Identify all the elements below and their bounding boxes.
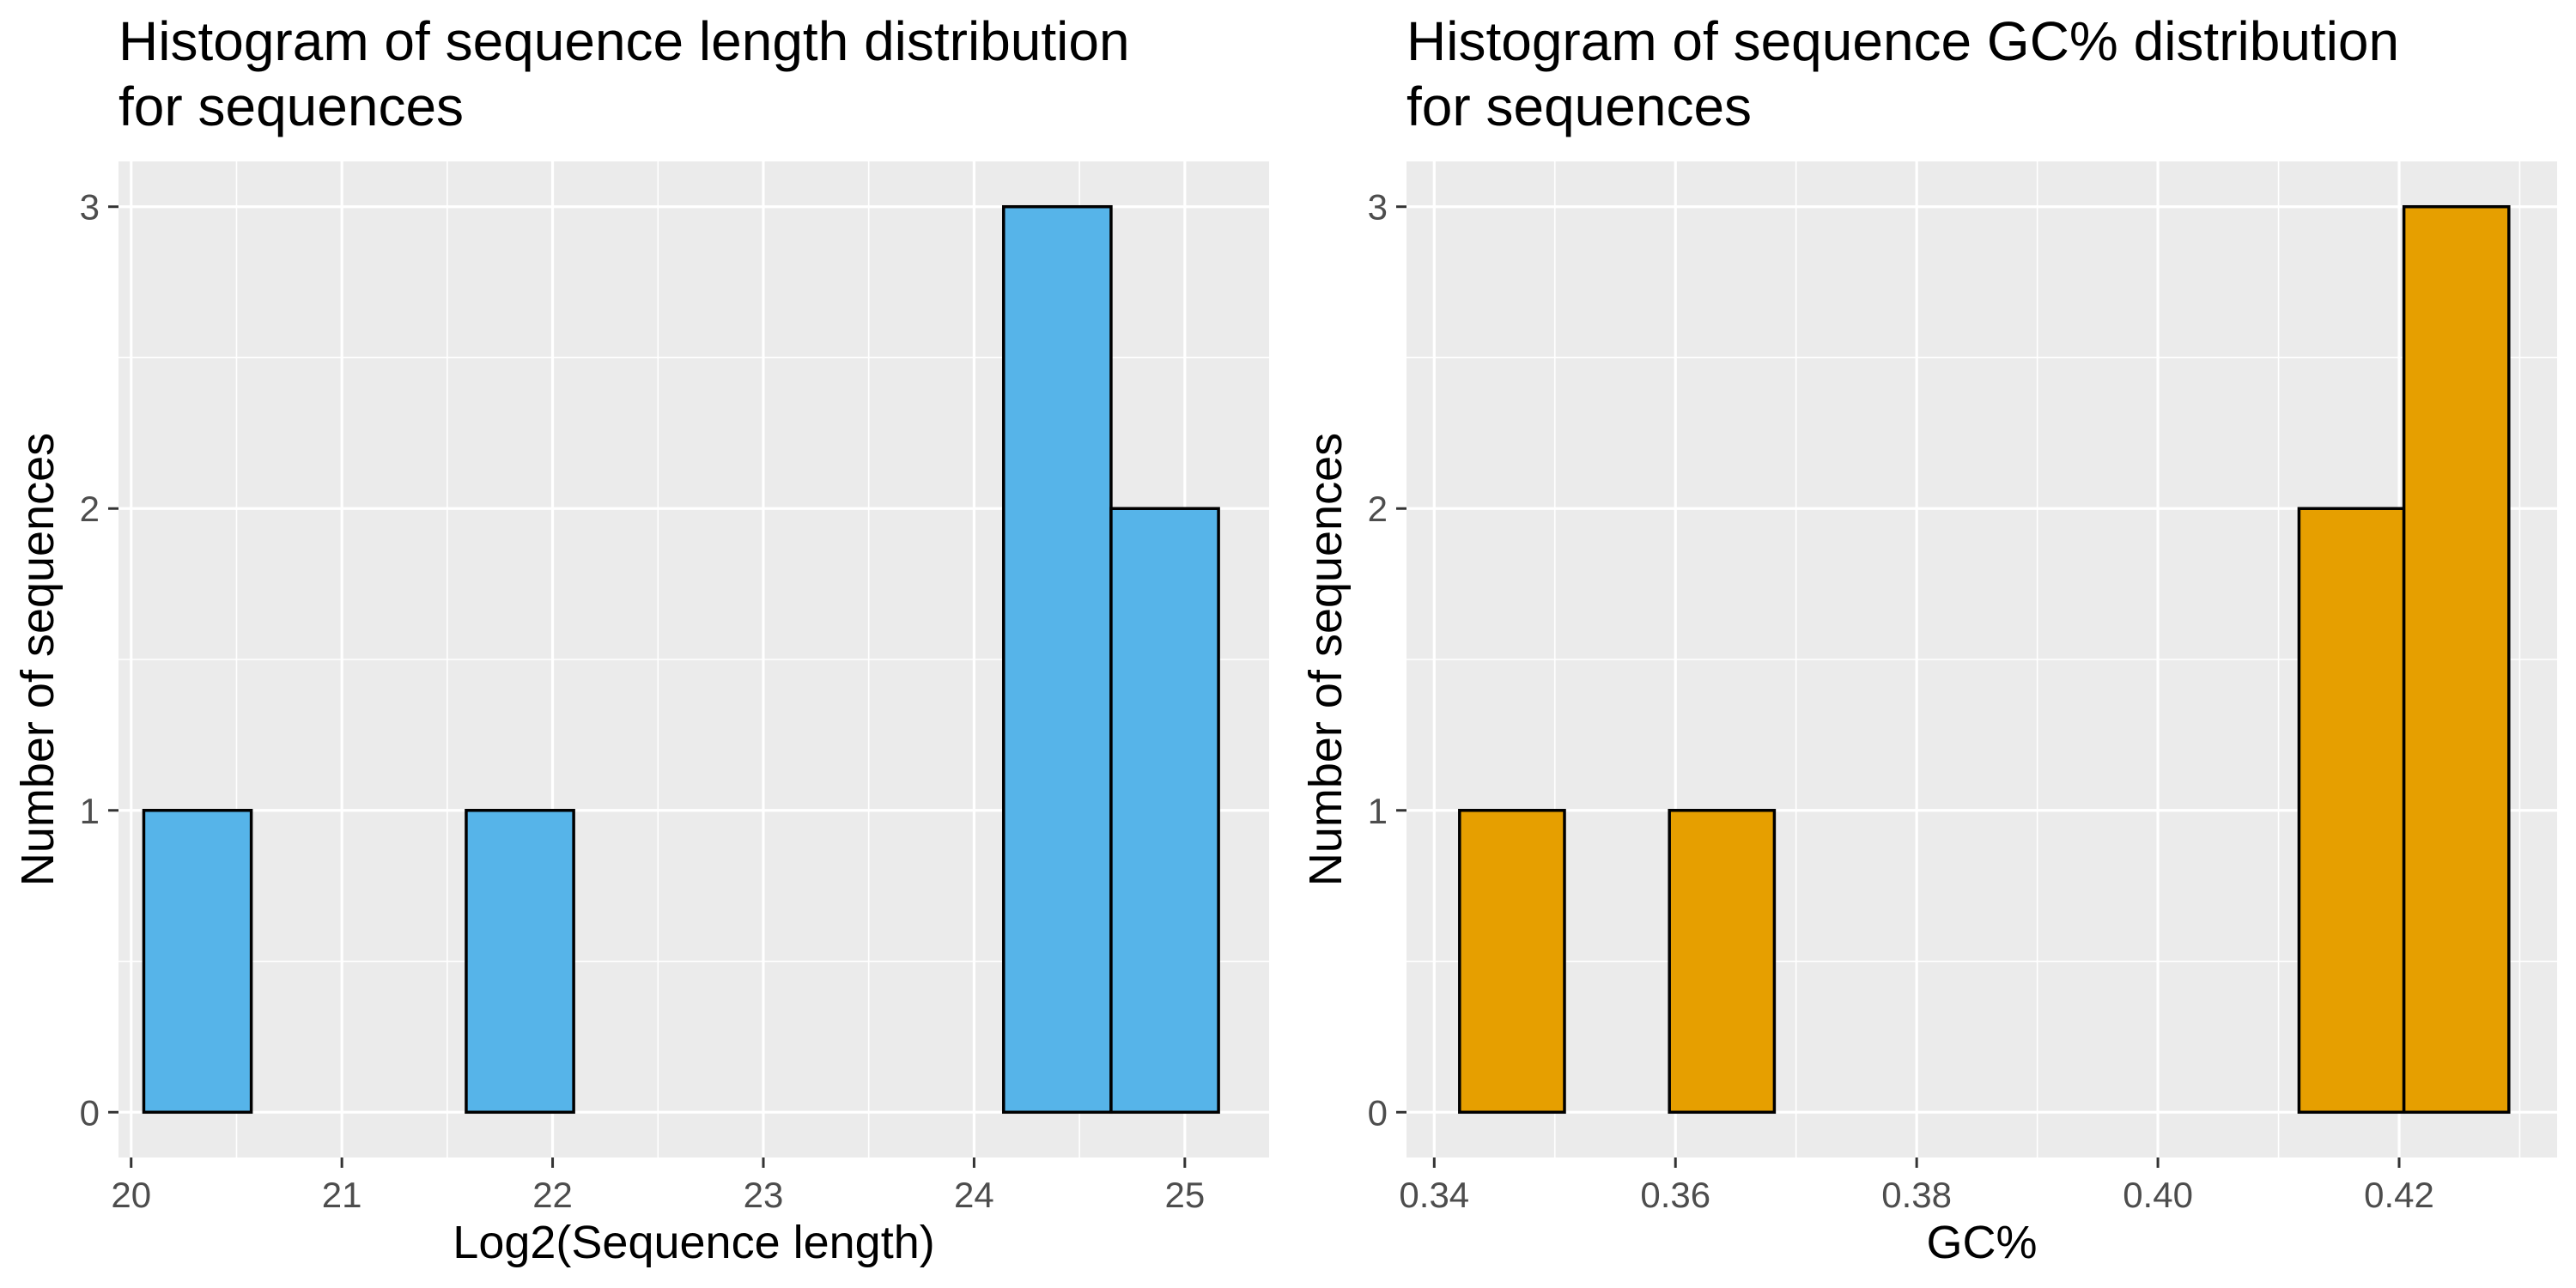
chart-title-line: for sequences xyxy=(1406,76,1752,137)
y-tick-label: 3 xyxy=(80,187,100,228)
y-tick-label: 0 xyxy=(1368,1092,1388,1133)
x-tick-label: 0.36 xyxy=(1640,1175,1710,1215)
y-tick-label: 1 xyxy=(1368,791,1388,831)
y-tick-label: 3 xyxy=(1368,187,1388,228)
chart-title-line: Histogram of sequence length distributio… xyxy=(118,10,1130,72)
y-axis-title: Number of sequences xyxy=(1300,433,1352,886)
histogram-bar xyxy=(2297,507,2406,1115)
x-tick-label: 0.42 xyxy=(2364,1175,2434,1215)
gc-histogram-chart: 0.34 0.36 0.38 0.40 0.42 0 1 2 3 Histogram of seq… xyxy=(1300,10,2557,1268)
chart-title-line: for sequences xyxy=(118,76,464,137)
histogram-bar xyxy=(1109,507,1220,1115)
x-tick-label: 0.40 xyxy=(2123,1175,2193,1215)
histogram-bar xyxy=(1458,809,1566,1115)
x-axis-title: Log2(Sequence length) xyxy=(453,1217,934,1268)
x-axis-title: GC% xyxy=(1926,1217,2037,1268)
x-tick-label: 25 xyxy=(1164,1175,1205,1215)
y-tick-label: 2 xyxy=(80,489,100,529)
histogram-bar xyxy=(2402,204,2511,1115)
x-tick-label: 20 xyxy=(111,1175,151,1215)
x-tick-label: 23 xyxy=(744,1175,784,1215)
histogram-bar xyxy=(142,809,253,1115)
histogram-bar xyxy=(1668,809,1777,1115)
y-tick-label: 0 xyxy=(80,1092,100,1133)
x-tick-label: 21 xyxy=(322,1175,362,1215)
x-tick-label: 0.38 xyxy=(1881,1175,1952,1215)
chart-title-line: Histogram of sequence GC% distribution xyxy=(1406,10,2399,72)
y-tick-label: 2 xyxy=(1368,489,1388,529)
histogram-bar xyxy=(465,809,575,1115)
histogram-bar xyxy=(1002,204,1113,1115)
y-tick-label: 1 xyxy=(80,791,100,831)
x-tick-label: 22 xyxy=(532,1175,573,1215)
x-tick-label: 0.34 xyxy=(1399,1175,1469,1215)
y-axis-title: Number of sequences xyxy=(12,433,64,886)
x-tick-label: 24 xyxy=(954,1175,994,1215)
